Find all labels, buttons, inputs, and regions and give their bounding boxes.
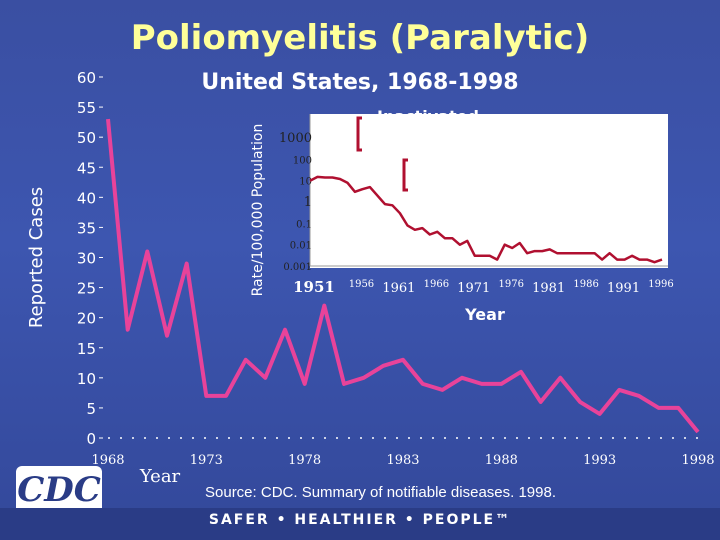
cdc-logo: CDC [16, 466, 102, 514]
inset-y-tick-label: 0.01 [290, 241, 312, 252]
y-tick-label: 55 [77, 99, 96, 117]
y-tick-label: 40 [77, 189, 96, 207]
inset-y-axis-label: Rate/100,000 Population [250, 124, 266, 297]
y-tick-label: 60 [77, 69, 96, 87]
vaccine-marker [356, 116, 362, 152]
x-tick-label: 1978 [288, 453, 321, 468]
x-tick-label: 1988 [485, 453, 518, 468]
inset-series-line [309, 175, 663, 264]
y-tick-label: 15 [77, 340, 96, 358]
inset-y-tick-label: 1 [304, 195, 312, 210]
y-tick-label: 5 [86, 400, 96, 418]
inset-x-minor-tick-label: 1996 [648, 279, 673, 290]
vaccine-marker [402, 158, 408, 192]
y-axis-label: Reported Cases [26, 187, 47, 328]
y-tick-label: 45 [77, 159, 96, 177]
series-line [106, 118, 700, 434]
y-tick-label: 35 [77, 219, 96, 237]
inset-x-minor-tick-label: 1976 [499, 279, 524, 290]
annotation-inactivated-vaccine: Inactivated Vaccine [377, 107, 479, 148]
main-axes: 0 5 10 15 20 25 30 35 40 45 50 55 60 Reported Cases 19… [26, 69, 715, 487]
inset-chart: 0.001 0.01 0.1 1 10 100 1000 Rate/100,000 Popul… [250, 107, 674, 324]
inset-background [310, 114, 668, 268]
inset-y-tick-label: 10 [299, 177, 312, 188]
inset-y-tick-label: 0.1 [296, 219, 312, 230]
x-tick-label: 1973 [190, 453, 223, 468]
inset-x-axis-label: Year [464, 305, 505, 324]
inset-x-tick-label: 1991 [607, 281, 640, 296]
chart-title: Poliomyelitis (Paralytic) [130, 18, 590, 58]
inset-x-minor-tick-label: 1986 [573, 279, 598, 290]
y-tick-label: 30 [77, 250, 96, 268]
x-axis-label: Year [139, 466, 181, 487]
inset-y-tick-label: 1000 [279, 131, 312, 146]
inset-x-minor-tick-label: 1956 [349, 279, 374, 290]
y-tick-label: 20 [77, 310, 96, 328]
inset-x-tick-label: 1961 [382, 281, 415, 296]
x-tick-label: 1993 [583, 453, 616, 468]
main-series [106, 118, 700, 434]
tagline: SAFER • HEALTHIER • PEOPLE™ [208, 512, 512, 528]
inset-x-tick-label: 1981 [532, 281, 565, 296]
inset-x-minor-tick-label: 1966 [424, 279, 449, 290]
y-tick-label: 50 [77, 129, 96, 147]
x-tick-label: 1968 [91, 453, 124, 468]
x-tick-label: 1983 [386, 453, 419, 468]
inset-y-tick-label: 100 [293, 155, 312, 166]
inset-x-tick-label: 1951 [293, 278, 335, 296]
inset-x-tick-label: 1971 [457, 281, 490, 296]
x-tick-label: 1998 [681, 453, 714, 468]
annotation-oral-vaccine: Oral Vaccine [428, 153, 540, 172]
y-tick-label: 25 [77, 280, 96, 298]
chart-subtitle: United States, 1968-1998 [201, 70, 519, 95]
footer-bar [0, 508, 720, 540]
inset-y-tick-label: 0.001 [283, 262, 312, 273]
source-note: Source: CDC. Summary of notifiable disea… [205, 484, 556, 501]
y-tick-label: 0 [86, 430, 96, 448]
y-tick-label: 10 [77, 370, 96, 388]
